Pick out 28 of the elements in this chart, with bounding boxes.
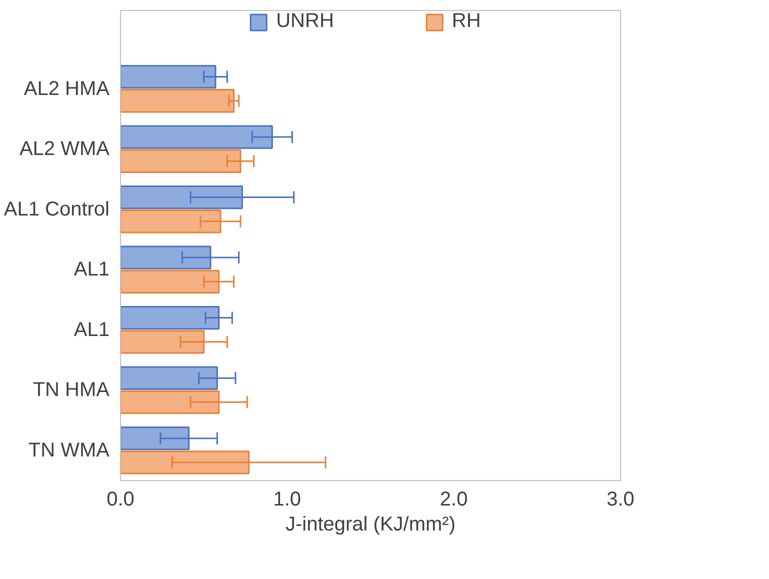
legend-label: UNRH [276, 10, 334, 33]
y-tick-label: AL1 [74, 258, 110, 281]
x-tick-label: 2.0 [440, 488, 468, 510]
bar [120, 125, 273, 149]
bar [120, 149, 242, 173]
bar [120, 64, 216, 89]
bar [120, 185, 243, 210]
bar [120, 426, 190, 450]
bar [120, 366, 218, 390]
bar [120, 390, 220, 414]
bar [120, 210, 222, 234]
legend-label: RH [452, 10, 482, 33]
y-tick-label: AL1 Control [4, 198, 110, 220]
y-tick-label: TN WMA [28, 439, 110, 462]
y-tick-label: AL2 WMA [19, 138, 110, 160]
bar [120, 330, 205, 354]
y-tick-label: TN HMA [32, 379, 110, 402]
bar [120, 450, 250, 474]
bar [120, 246, 212, 270]
x-tick-label: 0.0 [106, 488, 134, 510]
y-tick-label: AL1 [74, 318, 110, 341]
bar [120, 306, 220, 330]
y-tick-label: AL2 HMA [24, 78, 110, 100]
x-axis-title: J-integral (KJ/mm²) [285, 514, 456, 536]
bar [120, 89, 235, 113]
x-tick-label: 1.0 [273, 488, 302, 510]
x-tick-label: 3.0 [606, 488, 634, 510]
bar [120, 270, 220, 294]
